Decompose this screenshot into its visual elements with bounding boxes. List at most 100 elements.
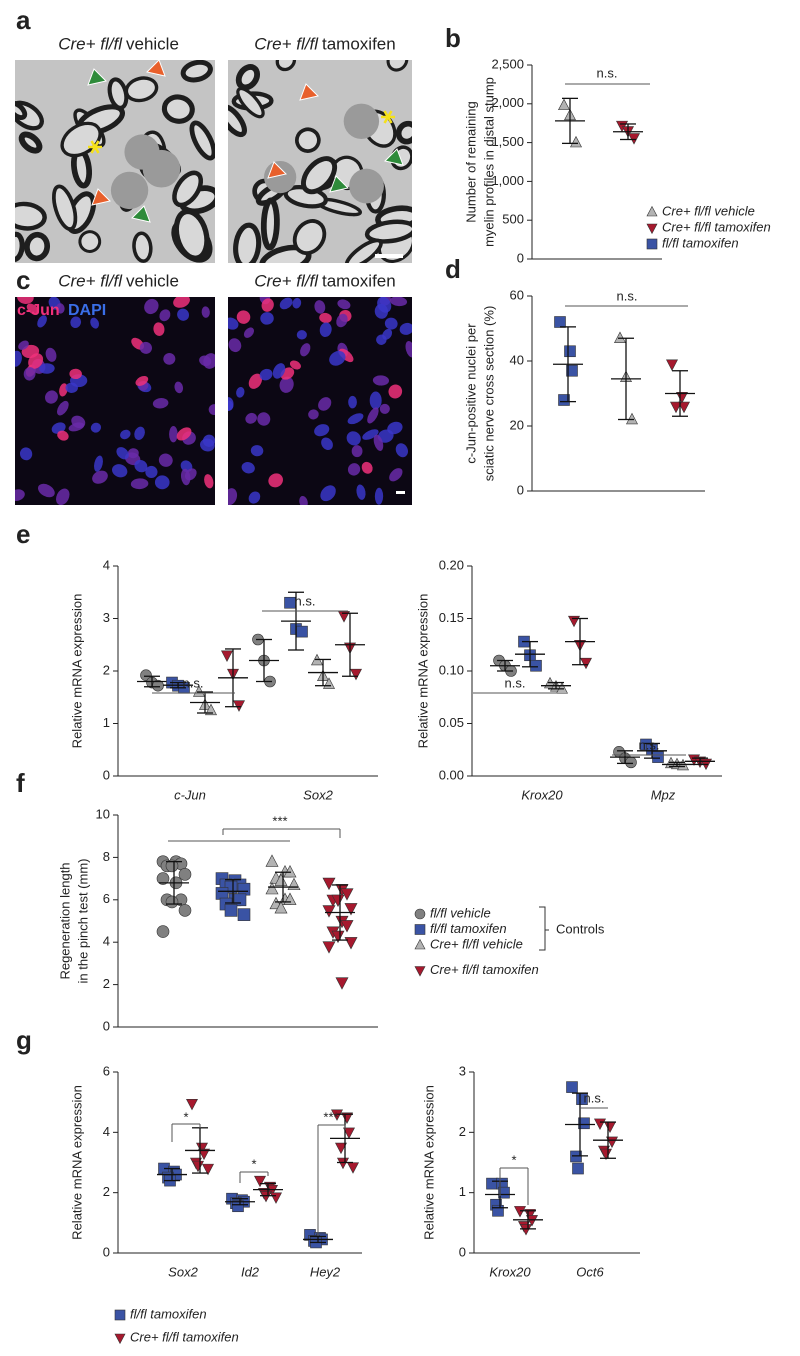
y-tick-label: 6 <box>103 1063 110 1078</box>
marker-triangle-up <box>274 901 288 914</box>
nucleus <box>180 460 193 473</box>
marker-square <box>530 659 542 672</box>
nucleus <box>153 322 165 336</box>
nucleus <box>261 298 274 312</box>
myelin-ring <box>236 87 265 119</box>
y-tick-label: 2 <box>459 1124 466 1139</box>
nucleus <box>250 445 264 457</box>
nucleus <box>159 309 171 322</box>
marker-triangle-down <box>270 1192 282 1204</box>
marker-triangle-down <box>568 615 580 628</box>
y-axis-label: Relative mRNA expression <box>69 1085 84 1240</box>
marker-triangle-down <box>322 877 336 891</box>
nucleus <box>70 316 82 329</box>
nucleus <box>362 429 379 440</box>
myelin-ring <box>386 60 409 72</box>
if-image <box>15 297 215 505</box>
significance-label: n.s. <box>597 65 618 80</box>
marker-triangle-down <box>514 1206 526 1218</box>
panel-letter: b <box>445 23 461 53</box>
nucleus <box>19 447 33 461</box>
x-tick-label: Krox20 <box>521 787 563 802</box>
marker-triangle-up <box>193 685 205 697</box>
y-tick-label: 1,500 <box>491 134 524 149</box>
marker-triangle-down <box>526 1215 538 1227</box>
myelin-ring <box>344 238 383 263</box>
nucleus <box>176 427 192 441</box>
panel-letter: d <box>445 254 461 284</box>
nucleus <box>299 495 308 505</box>
myelin-ring <box>395 120 412 145</box>
y-axis-label: Number of remaining <box>463 101 478 222</box>
y-tick-label: 1 <box>103 715 110 730</box>
nucleus <box>28 353 44 369</box>
y-axis-label: Relative mRNA expression <box>421 1085 436 1240</box>
legend-label: Cre+ fl/fl tamoxifen <box>130 1329 239 1344</box>
y-tick-label: 2 <box>103 662 110 677</box>
image-title-treatment: tamoxifen <box>322 271 396 290</box>
nucleus <box>154 475 170 490</box>
y-tick-label: 2 <box>103 976 110 991</box>
legend-label: Cre+ fl/fl vehicle <box>662 203 755 218</box>
myelin-ring <box>173 208 210 261</box>
marker-square <box>558 394 570 406</box>
myelin-ring <box>301 156 338 195</box>
x-tick-label: c-Jun <box>174 787 206 802</box>
y-tick-label: 2,500 <box>491 56 524 71</box>
x-tick-label: Krox20 <box>489 1264 531 1279</box>
y-tick-label: 0 <box>459 1244 466 1259</box>
nucleus <box>336 313 348 328</box>
nucleus <box>134 426 145 440</box>
nucleus <box>236 310 251 324</box>
panel-letter: e <box>16 519 30 549</box>
nucleus <box>59 383 68 397</box>
nucleus <box>139 341 152 354</box>
marker-triangle-up <box>287 877 301 891</box>
myelin-ring <box>275 60 297 72</box>
y-axis-label: sciatic nerve cross section (%) <box>481 306 496 482</box>
nucleus <box>395 443 409 458</box>
nucleus <box>329 350 346 366</box>
nucleus <box>292 297 302 309</box>
nucleus <box>245 412 257 424</box>
marker-triangle-up <box>283 864 297 878</box>
stain-label-cjun: c-Jun <box>17 302 60 319</box>
nucleus <box>399 322 412 335</box>
significance-label: * <box>183 1109 188 1124</box>
marker-triangle-down <box>604 1121 616 1133</box>
y-tick-label: 0 <box>103 1244 110 1259</box>
image-title-genotype: Cre+ fl/fl <box>254 271 319 290</box>
arrowhead <box>384 148 404 166</box>
myelin-ring <box>78 230 102 253</box>
marker-circle <box>178 904 192 917</box>
marker-circle <box>156 925 170 938</box>
marker-square <box>237 908 251 921</box>
myelin-ring <box>260 197 280 251</box>
y-tick-label: 3 <box>103 610 110 625</box>
nucleus <box>361 461 373 474</box>
y-tick-label: 1 <box>459 1184 466 1199</box>
cell <box>349 168 384 204</box>
marker-triangle-down <box>186 1098 198 1111</box>
nucleus <box>90 317 100 329</box>
nucleus <box>374 303 389 319</box>
marker-triangle-down <box>340 920 354 933</box>
panel-letter: f <box>16 768 25 798</box>
y-tick-label: 500 <box>502 212 524 227</box>
arrowhead <box>131 205 151 223</box>
marker-square <box>498 1186 510 1199</box>
marker-triangle-up <box>556 682 568 694</box>
legend-label: Cre+ fl/fl vehicle <box>430 936 523 951</box>
asterisk <box>90 140 100 154</box>
legend-marker <box>646 205 658 217</box>
nucleus <box>272 363 286 379</box>
y-tick-label: 20 <box>510 417 524 432</box>
nucleus <box>405 341 412 358</box>
marker-triangle-up <box>205 703 217 716</box>
marker-square <box>233 893 247 907</box>
marker-triangle-down <box>628 133 640 145</box>
nucleus <box>373 434 384 452</box>
significance-label: *** <box>323 1109 338 1124</box>
legend-bracket <box>539 906 549 951</box>
marker-triangle-down <box>331 930 345 944</box>
